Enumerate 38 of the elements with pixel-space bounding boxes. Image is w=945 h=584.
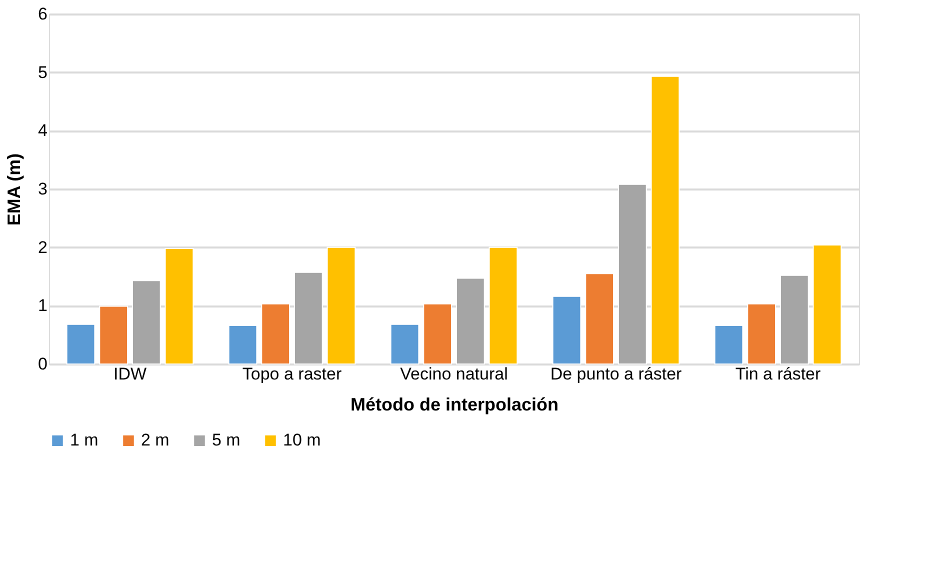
bar xyxy=(714,325,744,364)
bar xyxy=(164,248,194,364)
y-tick-label: 1 xyxy=(38,296,48,316)
bar xyxy=(618,184,647,364)
x-tick-label: IDW xyxy=(113,364,147,384)
bar xyxy=(585,273,614,364)
bar xyxy=(423,303,452,364)
bar xyxy=(488,246,518,364)
bar xyxy=(650,76,680,364)
bar xyxy=(456,278,485,364)
bar xyxy=(747,303,776,364)
y-tick-label: 4 xyxy=(38,121,48,140)
x-tick-label: Tin a ráster xyxy=(735,364,822,384)
bar xyxy=(132,280,161,364)
bar xyxy=(552,296,582,364)
y-tick-label: 0 xyxy=(38,354,48,374)
bar xyxy=(294,272,323,364)
legend-label: 5 m xyxy=(212,430,240,450)
bar xyxy=(228,325,258,364)
y-tick-label: 6 xyxy=(38,4,48,24)
x-axis-title: Método de interpolación xyxy=(350,394,559,414)
bar xyxy=(812,244,842,364)
x-tick-label: Vecino natural xyxy=(400,364,508,384)
legend-label: 1 m xyxy=(70,430,98,450)
legend-label: 10 m xyxy=(283,430,321,450)
bar xyxy=(99,306,128,364)
x-tick-label: De punto a ráster xyxy=(550,364,682,384)
bar xyxy=(66,324,96,364)
bar xyxy=(326,246,356,364)
y-tick-label: 2 xyxy=(38,238,48,257)
y-axis-title: EMA (m) xyxy=(4,153,24,226)
y-tick-label: 5 xyxy=(38,62,48,82)
y-tick-label: 3 xyxy=(38,180,48,198)
bar xyxy=(261,303,290,364)
x-tick-label: Topo a raster xyxy=(242,364,342,384)
bar xyxy=(390,324,420,364)
legend-label: 2 m xyxy=(141,430,170,450)
bar xyxy=(780,274,809,364)
